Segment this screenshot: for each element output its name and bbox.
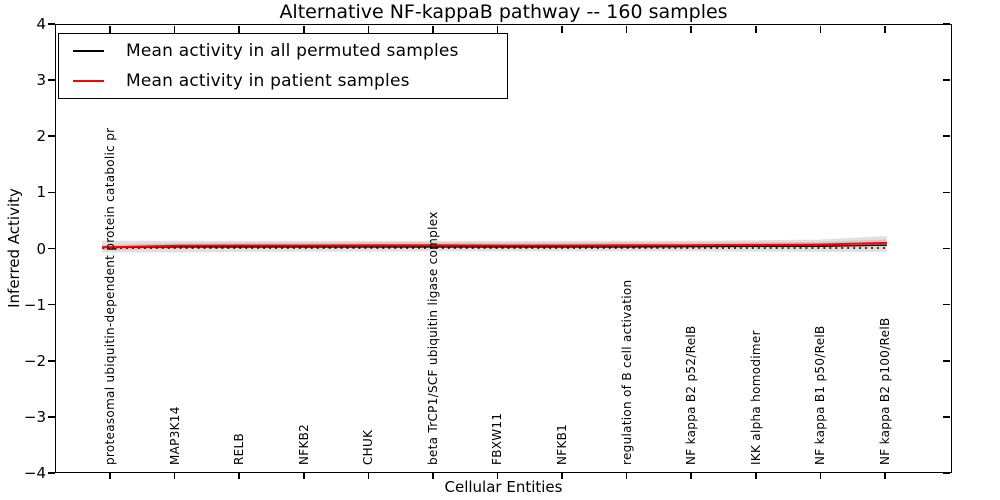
y-tick-mark-left <box>48 359 55 362</box>
legend-line-sample-black <box>73 50 104 52</box>
y-tick-label: −3 <box>23 407 46 426</box>
y-tick-label: 2 <box>36 127 46 146</box>
chart-title: Alternative NF-kappaB pathway -- 160 sam… <box>279 1 728 23</box>
x-tick-mark-bottom <box>561 472 563 479</box>
x-tick-mark-top <box>755 25 757 33</box>
x-tick-mark-bottom <box>109 472 111 479</box>
x-tick-label: NFKB2 <box>296 423 311 465</box>
legend-line-sample-red <box>73 80 104 82</box>
series-line-permuted <box>102 244 887 249</box>
x-axis-label: Cellular Entities <box>444 478 563 496</box>
y-tick-label: −4 <box>23 464 46 482</box>
x-tick-mark-bottom <box>173 472 176 479</box>
legend-label: Mean activity in all permuted samples <box>126 41 459 61</box>
x-tick-mark-top <box>367 25 370 33</box>
y-tick-mark-right <box>943 416 951 418</box>
y-tick-mark-right <box>943 135 951 138</box>
plot-canvas <box>102 236 887 253</box>
x-tick-mark-bottom <box>625 472 628 479</box>
y-tick-label: −1 <box>23 295 46 314</box>
x-tick-mark-top <box>690 25 693 33</box>
x-tick-label: beta TrCP1/SCF ubiquitin ligase complex <box>425 211 440 465</box>
y-tick-mark-right <box>943 472 951 474</box>
y-tick-label: −2 <box>23 351 46 370</box>
x-tick-mark-top <box>561 25 563 33</box>
legend-entry-permuted: Mean activity in all permuted samples <box>59 36 507 66</box>
x-tick-label: proteasomal ubiquitin-dependent protein … <box>103 127 117 465</box>
x-tick-label: regulation of B cell activation <box>619 279 634 465</box>
permuted-confidence-band <box>102 236 887 253</box>
x-tick-mark-top <box>496 25 499 33</box>
y-tick-mark-right <box>943 23 951 25</box>
x-tick-mark-top <box>819 25 822 33</box>
x-tick-label: MAP3K14 <box>167 406 182 465</box>
y-tick-mark-left <box>48 472 55 474</box>
x-tick-mark-top <box>109 25 111 33</box>
x-tick-mark-bottom <box>690 472 693 479</box>
x-tick-label: NF kappa B2 p52/RelB <box>684 325 699 465</box>
y-tick-label: 0 <box>36 239 46 258</box>
x-tick-mark-top <box>238 25 240 33</box>
y-tick-mark-left <box>48 416 55 418</box>
x-tick-mark-top <box>302 25 305 33</box>
x-tick-mark-top <box>625 25 628 33</box>
y-tick-label: 1 <box>36 183 46 202</box>
x-tick-mark-bottom <box>496 472 499 479</box>
y-tick-mark-left <box>48 247 55 250</box>
y-tick-label: 3 <box>36 71 46 90</box>
y-tick-label: 4 <box>36 15 46 33</box>
y-tick-mark-left <box>48 303 55 306</box>
x-tick-label: FBXW11 <box>490 412 505 465</box>
x-tick-mark-bottom <box>819 472 822 479</box>
legend-entry-patient: Mean activity in patient samples <box>59 66 507 96</box>
x-tick-label: RELB <box>232 432 247 465</box>
series-line-patient <box>102 241 887 249</box>
x-tick-label: NF kappa B2 p100/RelB <box>877 317 892 465</box>
y-tick-mark-left <box>48 79 55 81</box>
y-tick-mark-left <box>48 23 55 25</box>
y-tick-mark-right <box>943 247 951 250</box>
x-tick-mark-top <box>884 25 886 33</box>
y-tick-mark-left <box>48 191 55 194</box>
x-tick-mark-bottom <box>432 472 434 479</box>
x-tick-label: NF kappa B1 p50/RelB <box>813 325 828 465</box>
x-tick-mark-bottom <box>755 472 757 479</box>
x-tick-mark-bottom <box>238 472 240 479</box>
x-tick-mark-top <box>173 25 176 33</box>
x-tick-mark-bottom <box>884 472 886 479</box>
legend-label: Mean activity in patient samples <box>126 71 410 91</box>
x-tick-label: IKK alpha homodimer <box>748 330 763 465</box>
y-tick-mark-right <box>943 79 951 81</box>
x-tick-mark-top <box>432 25 434 33</box>
y-tick-mark-left <box>48 135 55 138</box>
x-tick-mark-bottom <box>302 472 305 479</box>
y-tick-mark-right <box>943 303 951 306</box>
legend: Mean activity in all permuted samples Me… <box>58 33 508 99</box>
x-tick-label: NFKB1 <box>555 423 570 465</box>
x-tick-label: CHUK <box>361 429 376 465</box>
y-tick-mark-right <box>943 359 951 362</box>
x-tick-mark-bottom <box>367 472 370 479</box>
y-tick-mark-right <box>943 191 951 194</box>
